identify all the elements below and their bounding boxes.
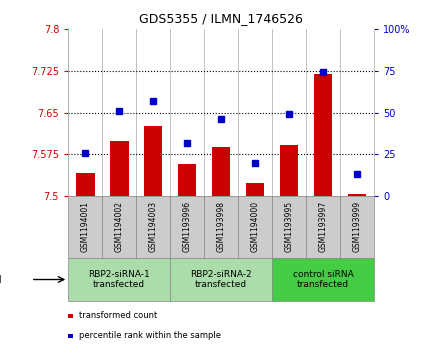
Bar bbox=[178, 164, 197, 196]
Bar bbox=[136, 196, 170, 258]
Text: protocol: protocol bbox=[0, 274, 2, 285]
Text: GSM1194002: GSM1194002 bbox=[115, 201, 124, 252]
Bar bbox=[170, 258, 272, 301]
Bar bbox=[212, 147, 231, 196]
Bar bbox=[306, 196, 340, 258]
Bar bbox=[340, 196, 374, 258]
Text: GSM1194001: GSM1194001 bbox=[81, 201, 90, 252]
Text: GSM1194003: GSM1194003 bbox=[149, 201, 158, 252]
Text: percentile rank within the sample: percentile rank within the sample bbox=[79, 331, 221, 340]
Bar bbox=[238, 196, 272, 258]
Title: GDS5355 / ILMN_1746526: GDS5355 / ILMN_1746526 bbox=[139, 12, 303, 25]
Text: GSM1194000: GSM1194000 bbox=[250, 201, 260, 252]
Bar bbox=[272, 258, 374, 301]
Bar bbox=[314, 74, 332, 196]
Bar bbox=[76, 173, 95, 196]
Bar bbox=[170, 196, 204, 258]
Bar bbox=[280, 145, 298, 196]
Bar bbox=[68, 196, 102, 258]
Bar bbox=[110, 142, 128, 196]
Text: GSM1193997: GSM1193997 bbox=[319, 201, 327, 252]
Bar bbox=[144, 126, 162, 196]
Bar bbox=[272, 196, 306, 258]
Text: RBP2-siRNA-2
transfected: RBP2-siRNA-2 transfected bbox=[190, 270, 252, 289]
Text: GSM1193999: GSM1193999 bbox=[352, 201, 362, 252]
Bar bbox=[204, 196, 238, 258]
Text: GSM1193996: GSM1193996 bbox=[183, 201, 192, 252]
Bar bbox=[348, 194, 367, 196]
Text: RBP2-siRNA-1
transfected: RBP2-siRNA-1 transfected bbox=[88, 270, 150, 289]
Text: control siRNA
transfected: control siRNA transfected bbox=[293, 270, 353, 289]
Bar bbox=[246, 183, 264, 196]
Text: GSM1193995: GSM1193995 bbox=[285, 201, 293, 252]
Text: GSM1193998: GSM1193998 bbox=[216, 201, 226, 252]
Bar bbox=[68, 258, 170, 301]
Bar bbox=[102, 196, 136, 258]
Text: transformed count: transformed count bbox=[79, 311, 158, 320]
